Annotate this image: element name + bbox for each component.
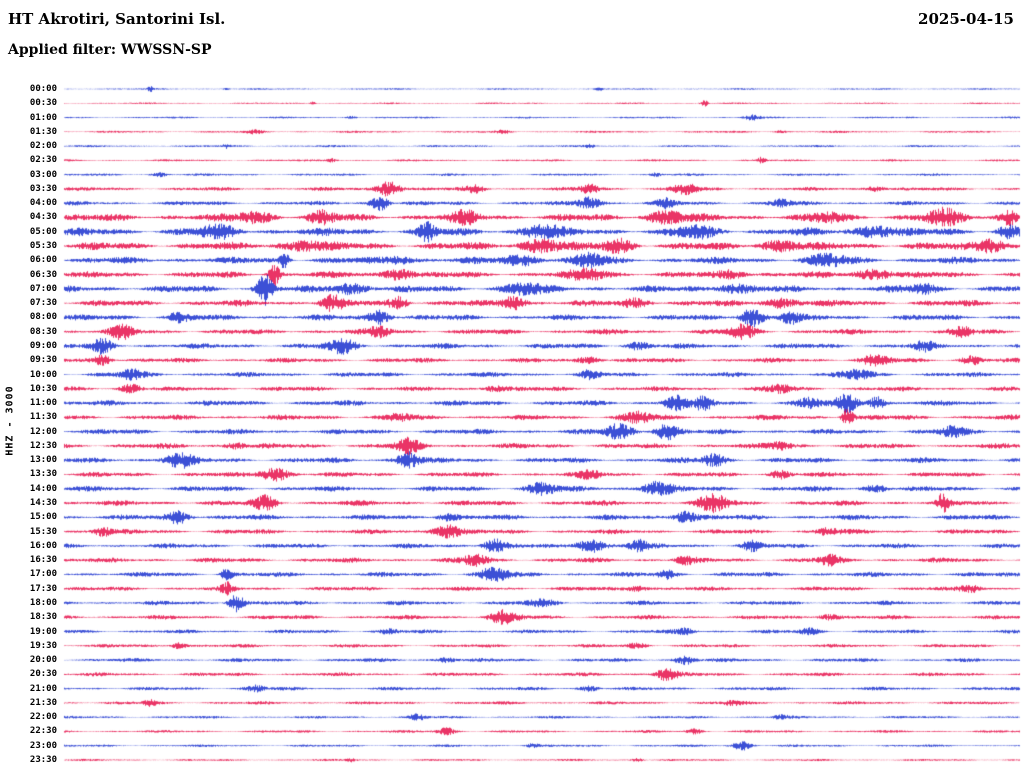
station-title: HT Akrotiri, Santorini Isl.	[8, 10, 226, 28]
time-label: 03:30	[29, 183, 57, 194]
time-label: 12:00	[29, 426, 57, 437]
time-label: 21:00	[29, 683, 57, 694]
time-label: 01:00	[29, 112, 57, 123]
time-label: 07:00	[29, 283, 57, 294]
time-label: 13:30	[29, 469, 57, 480]
time-label: 08:30	[29, 326, 57, 337]
time-label: 07:30	[29, 298, 57, 309]
time-label: 19:30	[29, 640, 57, 651]
time-label: 06:30	[29, 269, 57, 280]
time-label: 03:00	[29, 169, 57, 180]
time-label: 13:00	[29, 455, 57, 466]
time-label: 14:00	[29, 483, 57, 494]
time-label: 09:30	[29, 355, 57, 366]
time-label: 12:30	[29, 440, 57, 451]
time-label: 00:30	[29, 98, 57, 109]
time-label: 05:00	[29, 226, 57, 237]
time-label: 05:30	[29, 241, 57, 252]
time-label: 09:00	[29, 340, 57, 351]
time-label: 18:30	[29, 612, 57, 623]
time-label: 20:00	[29, 655, 57, 666]
time-label: 11:30	[29, 412, 57, 423]
time-label: 23:30	[29, 755, 57, 765]
filter-label: Applied filter: WWSSN-SP	[8, 42, 212, 58]
record-date: 2025-04-15	[918, 10, 1014, 28]
time-label: 22:00	[29, 712, 57, 723]
time-label: 19:00	[29, 626, 57, 637]
time-label: 10:00	[29, 369, 57, 380]
time-label: 15:00	[29, 512, 57, 523]
time-label: 11:00	[29, 398, 57, 409]
time-label: 22:30	[29, 726, 57, 737]
time-label: 21:30	[29, 697, 57, 708]
time-label: 10:30	[29, 383, 57, 394]
time-label: 18:00	[29, 597, 57, 608]
time-label: 16:30	[29, 555, 57, 566]
time-label: 04:30	[29, 212, 57, 223]
time-label: 00:00	[29, 84, 57, 94]
time-label: 20:30	[29, 669, 57, 680]
time-label: 17:30	[29, 583, 57, 594]
time-label: 15:30	[29, 526, 57, 537]
time-label: 08:00	[29, 312, 57, 323]
time-label: 17:00	[29, 569, 57, 580]
time-label: 23:00	[29, 740, 57, 751]
time-label: 14:30	[29, 498, 57, 509]
time-label: 06:00	[29, 255, 57, 266]
time-label: 02:30	[29, 155, 57, 166]
time-label: 04:00	[29, 198, 57, 209]
time-label: 01:30	[29, 126, 57, 137]
time-label: 02:00	[29, 141, 57, 152]
time-label: 16:00	[29, 540, 57, 551]
